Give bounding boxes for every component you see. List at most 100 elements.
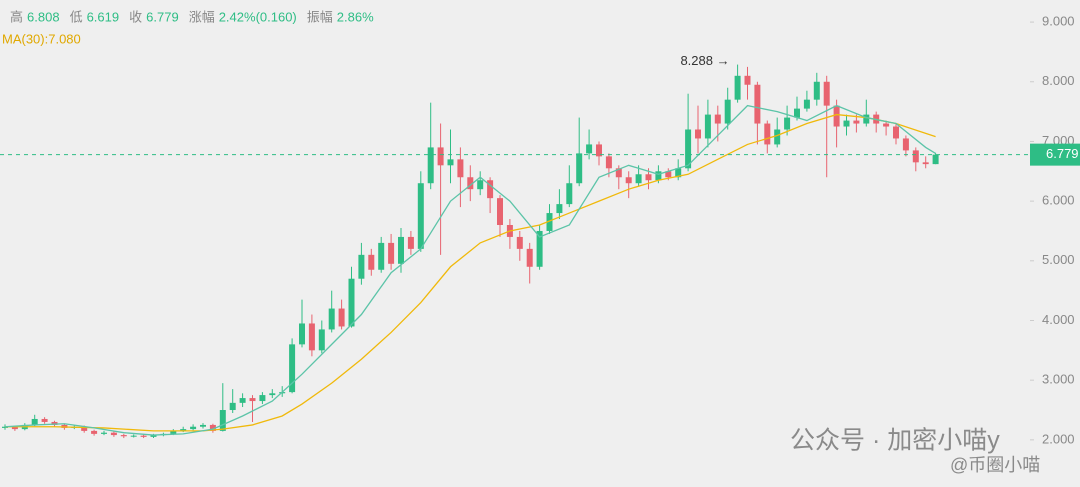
- y-tick-label: 8.000: [1042, 73, 1075, 88]
- y-tick-label: 9.000: [1042, 14, 1075, 29]
- candle-body: [368, 254, 375, 270]
- candle-body: [932, 154, 939, 165]
- candle-body: [417, 183, 424, 249]
- watermark: 公众号 · 加密小喵y: [790, 427, 1000, 455]
- candle-body: [407, 236, 414, 249]
- candle-body: [536, 230, 543, 267]
- candle-body: [556, 204, 563, 214]
- candle-body: [289, 344, 296, 393]
- candle-body: [81, 426, 88, 431]
- candle-body: [487, 180, 494, 199]
- candle-body: [358, 254, 365, 279]
- candle-body: [269, 393, 276, 396]
- candle-body: [170, 430, 177, 434]
- candle-body: [754, 84, 761, 124]
- candle-body: [457, 159, 464, 178]
- candle-body: [635, 174, 642, 184]
- candle-body: [239, 398, 246, 403]
- candle-body: [437, 147, 444, 166]
- candle-body: [229, 402, 236, 411]
- candle-body: [150, 435, 157, 437]
- candle-body: [685, 129, 692, 169]
- candle-body: [120, 435, 127, 437]
- candle-body: [200, 424, 206, 427]
- candle-body: [734, 75, 741, 100]
- candle-body: [378, 242, 385, 270]
- candle-body: [912, 150, 919, 163]
- candle-body: [427, 147, 434, 184]
- ma-line: [5, 113, 936, 432]
- ma-line: [4, 104, 936, 436]
- y-tick-label: 2.000: [1042, 431, 1075, 446]
- legend-label: 高: [10, 9, 23, 24]
- candle-body: [546, 213, 553, 231]
- candle-body: [615, 168, 622, 178]
- candle-body: [219, 410, 226, 431]
- candle-body: [91, 430, 98, 434]
- candle-body: [467, 177, 474, 190]
- candle-body: [318, 329, 325, 351]
- watermark: @币圈小喵: [950, 455, 1040, 475]
- candle-body: [299, 323, 305, 345]
- candle-body: [724, 99, 731, 124]
- candle-body: [625, 177, 632, 184]
- candle-body: [101, 432, 107, 434]
- candle-body: [516, 236, 523, 249]
- legend-value: 6.808: [27, 9, 60, 24]
- candle-body: [843, 120, 850, 127]
- candle-body: [338, 308, 345, 327]
- candle-body: [902, 138, 909, 151]
- ma-legend: MA(30):7.080: [2, 31, 81, 46]
- max-annotation: 8.288 →: [680, 53, 729, 68]
- candle-body: [130, 435, 137, 437]
- candle-body: [675, 168, 682, 178]
- candle-body: [883, 123, 890, 127]
- candle-body: [328, 308, 335, 330]
- legend-label: 涨幅: [189, 9, 215, 24]
- candle-body: [853, 120, 860, 124]
- candle-body: [447, 159, 454, 166]
- candle-body: [823, 81, 830, 106]
- candle-body: [704, 114, 711, 139]
- candle-body: [180, 429, 187, 431]
- y-tick-label: 3.000: [1042, 372, 1075, 387]
- candle-body: [140, 435, 147, 437]
- candle-body: [893, 126, 899, 139]
- y-tick-label: 4.000: [1042, 312, 1075, 327]
- candle-body: [714, 114, 721, 124]
- legend-label: 低: [70, 9, 83, 24]
- legend-value: 2.86%: [337, 9, 374, 24]
- legend-label: 振幅: [307, 9, 333, 24]
- y-tick-label: 6.000: [1042, 193, 1075, 208]
- last-price-tag: [1030, 143, 1080, 166]
- candle-body: [645, 174, 652, 181]
- candle-body: [764, 123, 771, 145]
- candle-body: [11, 426, 18, 430]
- candle-body: [388, 242, 395, 264]
- last-price-label: 6.779: [1046, 146, 1079, 161]
- candle-body: [744, 75, 751, 85]
- candle-body: [110, 432, 117, 436]
- candle-body: [398, 236, 404, 264]
- candle-body: [477, 180, 484, 190]
- legend-value: 6.619: [87, 9, 120, 24]
- legend-value: 2.42%(0.160): [219, 9, 297, 24]
- candle-body: [576, 153, 583, 184]
- candle-body: [833, 105, 840, 127]
- candle-body: [51, 421, 58, 425]
- candle-body: [784, 117, 791, 130]
- candle-body: [497, 198, 503, 225]
- candle-body: [31, 418, 38, 425]
- candle-body: [803, 99, 810, 109]
- legend-value: 6.779: [146, 9, 179, 24]
- candle-body: [348, 278, 355, 327]
- candle-body: [586, 144, 593, 154]
- legend-label: 收: [129, 9, 142, 24]
- candle-body: [605, 156, 612, 169]
- candle-body: [665, 171, 672, 178]
- candle-body: [794, 108, 800, 118]
- candle-body: [190, 426, 197, 430]
- candle-body: [259, 395, 266, 402]
- candle-body: [863, 114, 870, 124]
